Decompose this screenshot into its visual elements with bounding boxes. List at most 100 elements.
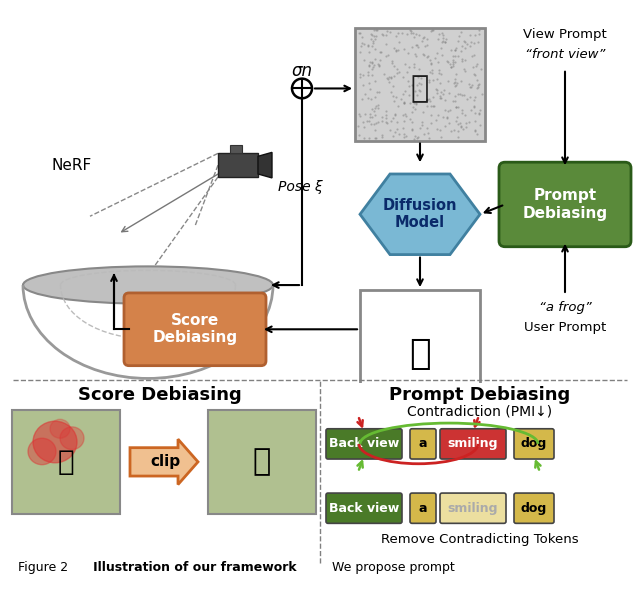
Point [376, 112, 387, 122]
Point [354, 130, 364, 140]
Point [411, 29, 421, 39]
Point [434, 65, 444, 75]
Point [369, 25, 380, 35]
Point [413, 86, 424, 95]
Point [381, 118, 392, 128]
Point [371, 134, 381, 143]
Point [451, 102, 461, 112]
Point [436, 87, 446, 96]
Point [392, 117, 402, 127]
Point [415, 79, 426, 89]
Point [404, 62, 415, 72]
Point [456, 108, 467, 117]
Point [438, 31, 448, 40]
Point [438, 90, 448, 99]
Point [440, 95, 450, 105]
Point [408, 96, 419, 105]
Point [399, 98, 409, 107]
Point [385, 28, 395, 37]
Point [364, 78, 374, 88]
Point [417, 36, 428, 46]
Point [406, 124, 417, 134]
Point [362, 41, 372, 51]
Point [400, 59, 410, 69]
Point [448, 51, 458, 60]
Point [383, 51, 394, 60]
Point [473, 82, 483, 92]
Point [470, 92, 480, 102]
Text: View Prompt: View Prompt [523, 28, 607, 41]
Text: “a frog”: “a frog” [539, 301, 591, 314]
Point [398, 123, 408, 133]
Point [476, 64, 486, 74]
Point [451, 69, 461, 79]
Point [471, 61, 481, 71]
Point [391, 46, 401, 55]
Point [426, 26, 436, 35]
Point [441, 35, 451, 44]
Point [425, 96, 435, 105]
Point [356, 94, 367, 104]
Point [394, 68, 404, 77]
Point [454, 89, 465, 98]
Point [401, 68, 412, 77]
Point [397, 72, 408, 81]
Point [436, 44, 446, 53]
Point [432, 88, 442, 98]
Point [424, 133, 434, 143]
Point [427, 25, 437, 34]
Point [453, 132, 463, 142]
Point [363, 40, 373, 49]
Point [365, 34, 376, 44]
Point [452, 126, 463, 136]
Point [469, 102, 479, 112]
Point [374, 87, 384, 97]
Point [364, 62, 374, 71]
Point [363, 93, 373, 102]
Point [372, 87, 383, 97]
Point [408, 59, 419, 69]
Point [428, 25, 438, 35]
Point [403, 49, 413, 58]
Point [412, 90, 422, 100]
Text: a: a [419, 437, 428, 450]
Point [412, 40, 422, 50]
Point [413, 78, 424, 87]
Point [360, 89, 371, 99]
Point [389, 43, 399, 52]
Point [381, 26, 392, 36]
Point [419, 32, 429, 41]
Point [371, 55, 381, 64]
Point [442, 112, 452, 122]
Point [460, 110, 470, 120]
Point [450, 77, 460, 86]
Point [369, 110, 380, 120]
Point [410, 32, 420, 42]
Point [371, 101, 381, 111]
Point [459, 65, 469, 74]
Point [449, 58, 460, 67]
Point [383, 74, 394, 84]
Text: 🐇: 🐇 [58, 448, 74, 476]
Point [440, 122, 451, 131]
FancyArrow shape [130, 439, 198, 485]
Point [438, 36, 449, 46]
Text: Illustration of our framework: Illustration of our framework [80, 561, 296, 574]
Point [408, 134, 419, 143]
Point [365, 58, 376, 67]
Point [368, 38, 378, 48]
Point [354, 109, 364, 119]
Point [465, 31, 475, 40]
Point [418, 50, 428, 59]
Point [372, 25, 382, 35]
Point [462, 40, 472, 49]
Point [369, 31, 379, 41]
Point [451, 116, 461, 126]
Point [388, 62, 399, 71]
Point [365, 119, 376, 129]
Point [474, 80, 484, 89]
Point [431, 124, 442, 134]
Point [414, 30, 424, 40]
Point [355, 69, 365, 79]
Point [404, 26, 415, 35]
